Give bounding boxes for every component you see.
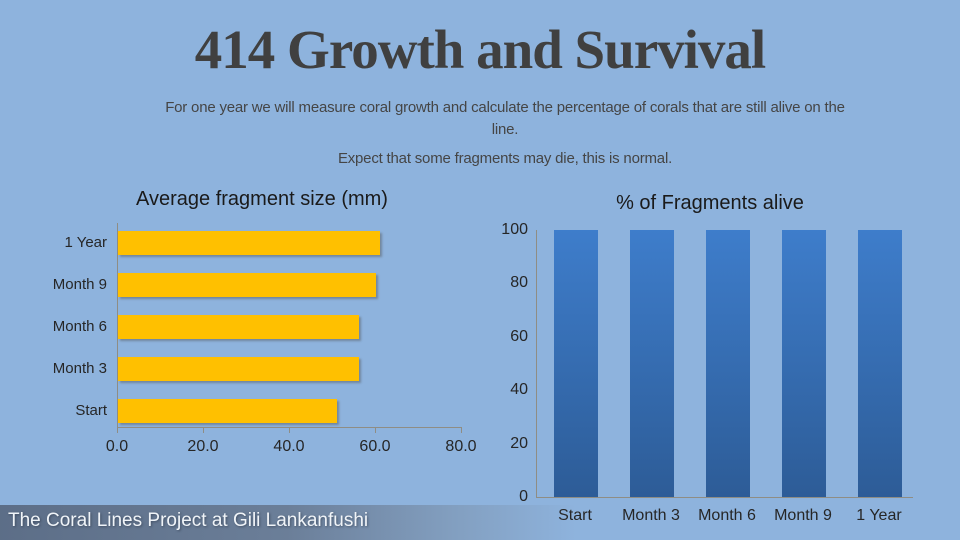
x-tick-label: 40.0 (273, 438, 305, 455)
subtitle-line-2: Expect that some fragments may die, this… (337, 150, 673, 167)
y-tick-label: 80 (510, 274, 528, 292)
x-tick-label: 20.0 (187, 438, 219, 455)
x-tick-label: 0.0 (105, 438, 129, 455)
category-label: Month 6 (52, 318, 107, 335)
y-tick-label: 20 (510, 434, 528, 452)
gold-bar-month-9 (118, 273, 376, 297)
category-label: 1 Year (64, 234, 107, 251)
footer-text: The Coral Lines Project at Gili Lankanfu… (8, 510, 369, 531)
blue-bar-month-6 (706, 230, 750, 497)
gold-bar-month-6 (118, 315, 359, 339)
slide-title: 414 Growth and Survival (194, 19, 766, 80)
x-axis-tick (203, 428, 204, 433)
category-label: Month 9 (52, 276, 107, 293)
gold-bar-start (118, 399, 337, 423)
x-axis-tick (117, 428, 118, 433)
chart-left-plot-area (117, 223, 462, 428)
x-tick-label: 60.0 (359, 438, 391, 455)
chart-fragments-alive: % of Fragments alive StartMonth 3Month 6… (490, 190, 960, 540)
footer-band: The Coral Lines Project at Gili Lankanfu… (0, 505, 960, 540)
chart-right-title: % of Fragments alive (616, 192, 804, 214)
x-axis-tick (375, 428, 376, 433)
x-tick-label: 80.0 (445, 438, 477, 455)
blue-bar-1-year (858, 230, 902, 497)
blue-bar-start (554, 230, 598, 497)
blue-bar-month-3 (630, 230, 674, 497)
gold-bar-month-3 (118, 357, 359, 381)
chart-right-plot-area (536, 230, 913, 498)
x-axis-tick (289, 428, 290, 433)
y-tick-label: 0 (519, 488, 528, 505)
chart-average-fragment-size: Average fragment size (mm) 1 Year Month 9… (0, 185, 480, 485)
subtitle-line-1: For one year we will measure coral growt… (165, 99, 845, 138)
y-tick-label: 100 (501, 221, 528, 238)
category-label: Month 3 (52, 360, 107, 377)
chart-left-title: Average fragment size (mm) (136, 188, 388, 210)
blue-bar-month-9 (782, 230, 826, 497)
category-label: Start (75, 402, 107, 419)
y-tick-label: 60 (510, 327, 528, 345)
gold-bar-1-year (118, 231, 380, 255)
x-axis-tick (461, 428, 462, 433)
y-tick-label: 40 (510, 381, 528, 399)
